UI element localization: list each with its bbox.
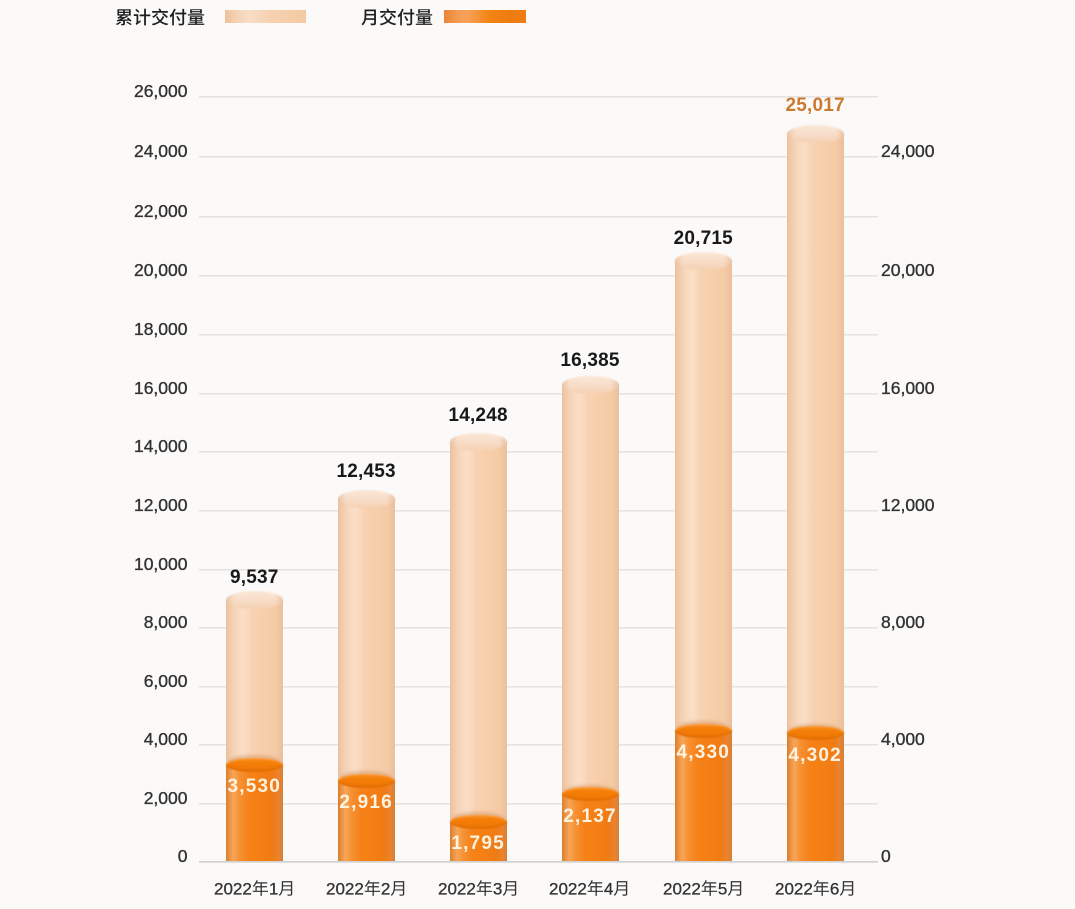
svg-text:4: 4 [604,880,613,899]
svg-text:3: 3 [492,880,501,899]
svg-text:2022: 2022 [663,880,701,899]
svg-text:2022: 2022 [326,880,364,899]
svg-text:5: 5 [718,880,727,899]
svg-text:2022: 2022 [549,880,587,899]
svg-text:2022: 2022 [775,880,813,899]
svg-text:2022: 2022 [438,880,476,899]
svg-text:2022: 2022 [214,880,252,899]
svg-text:2: 2 [380,880,389,899]
svg-text:6: 6 [829,880,838,899]
svg-text:1: 1 [269,880,278,899]
